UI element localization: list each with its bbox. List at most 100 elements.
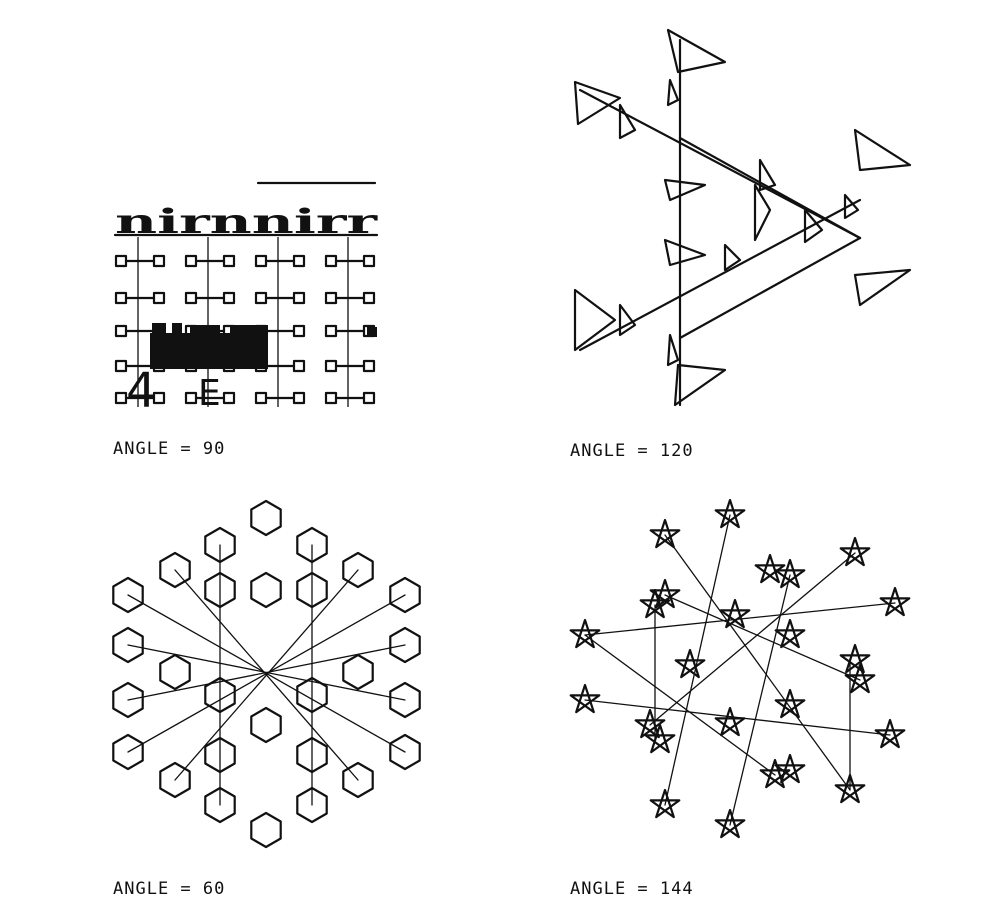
fractal-line: [578, 88, 862, 240]
fractal-star: [714, 808, 746, 839]
caption-angle-90: ANGLE = 90: [113, 439, 226, 459]
grid-square: [222, 254, 236, 268]
grid-square: [292, 291, 306, 305]
grid-square: [254, 291, 268, 305]
grid-square: [362, 391, 376, 405]
fractal-line: [664, 534, 851, 791]
grid-square: [114, 391, 128, 405]
fractal-triangle: [663, 238, 707, 267]
figure-angle-120: [560, 20, 930, 420]
grid-square: [324, 291, 338, 305]
angle-60-drawing: [112, 499, 421, 849]
grid-square: [324, 324, 338, 338]
fractal-triangle: [666, 333, 680, 367]
fractal-triangle: [853, 128, 912, 172]
fractal-line: [584, 602, 896, 636]
grid-square: [114, 324, 128, 338]
grid-square: [152, 254, 166, 268]
fractal-hexagon: [204, 526, 236, 564]
fractal-triangle: [803, 208, 824, 244]
fractal-star: [719, 598, 751, 629]
fractal-star: [569, 683, 601, 714]
fractal-star: [754, 553, 786, 584]
angle-120-drawing: [573, 28, 912, 407]
fractal-triangle: [666, 78, 680, 107]
fractal-hexagon: [250, 811, 282, 849]
caption-angle-120: ANGLE = 120: [570, 441, 694, 461]
svg-text:4: 4: [126, 363, 157, 415]
fractal-line: [584, 699, 891, 736]
fractal-line: [584, 634, 776, 776]
fractal-hexagon: [250, 571, 282, 609]
fractal-triangle: [618, 303, 637, 337]
fractal-star: [569, 618, 601, 649]
svg-text:E: E: [198, 373, 221, 414]
grid-square: [292, 324, 306, 338]
fractal-star: [839, 536, 871, 567]
fractal-hexagon: [296, 526, 328, 564]
fractal-line: [127, 644, 406, 701]
fractal-triangle: [758, 158, 777, 192]
fractal-star: [644, 723, 676, 754]
caption-angle-144: ANGLE = 144: [570, 879, 694, 899]
fractal-hexagon: [342, 653, 374, 691]
fractal-star: [774, 558, 806, 589]
caption-angle-60: ANGLE = 60: [113, 879, 226, 899]
fractal-star: [649, 578, 681, 609]
fractal-triangle: [843, 193, 860, 220]
fractal-triangle: [853, 268, 912, 307]
fractal-triangle: [573, 80, 622, 126]
fractal-star: [639, 588, 671, 619]
fractal-hexagon: [112, 681, 144, 719]
fractal-star: [774, 688, 806, 719]
grid-square: [362, 254, 376, 268]
fractal-hexagon: [389, 626, 421, 664]
fractal-hexagon: [342, 761, 374, 799]
fractal-star: [649, 518, 681, 549]
grid-square: [324, 254, 338, 268]
angle-90-drawing: nirnnirr 4 E: [113, 181, 379, 415]
grid-square: [222, 291, 236, 305]
grid-square: [114, 254, 128, 268]
fractal-hexagon: [159, 551, 191, 589]
fractal-triangle: [573, 288, 617, 352]
grid-square: [152, 291, 166, 305]
grid-square: [114, 359, 128, 373]
fractal-star: [844, 663, 876, 694]
grid-square: [184, 391, 198, 405]
figure-angle-60: [100, 490, 440, 860]
fractal-hexagon: [342, 551, 374, 589]
fractal-triangle: [618, 103, 637, 140]
fractal-triangle: [673, 363, 727, 407]
fractal-star: [649, 788, 681, 819]
grid-square: [362, 291, 376, 305]
fractal-triangle: [666, 28, 727, 74]
figure-angle-90: nirnnirr 4 E: [110, 175, 390, 415]
fractal-hexagon: [112, 626, 144, 664]
grid-square: [254, 391, 268, 405]
fractal-line: [729, 574, 791, 826]
fractal-star: [674, 648, 706, 679]
fractal-star: [839, 643, 871, 674]
fractal-line: [664, 594, 861, 681]
grid-square: [362, 359, 376, 373]
fractal-star: [634, 708, 666, 739]
angle-144-drawing: [569, 498, 911, 839]
fractal-hexagon: [389, 733, 421, 771]
fractal-star: [879, 586, 911, 617]
fractal-hexagon: [250, 706, 282, 744]
grid-square: [184, 291, 198, 305]
fractal-hexagon: [159, 761, 191, 799]
grid-square: [114, 291, 128, 305]
figure-angle-144: [560, 495, 930, 855]
fractal-hexagon: [112, 733, 144, 771]
fractal-triangle: [723, 243, 742, 272]
grid-square: [184, 254, 198, 268]
fractal-hexagon: [159, 653, 191, 691]
fractal-hexagon: [250, 499, 282, 537]
grid-square: [222, 391, 236, 405]
fractal-line: [664, 514, 731, 806]
fractal-star: [774, 753, 806, 784]
fractal-star: [774, 618, 806, 649]
fractal-hexagon: [389, 681, 421, 719]
